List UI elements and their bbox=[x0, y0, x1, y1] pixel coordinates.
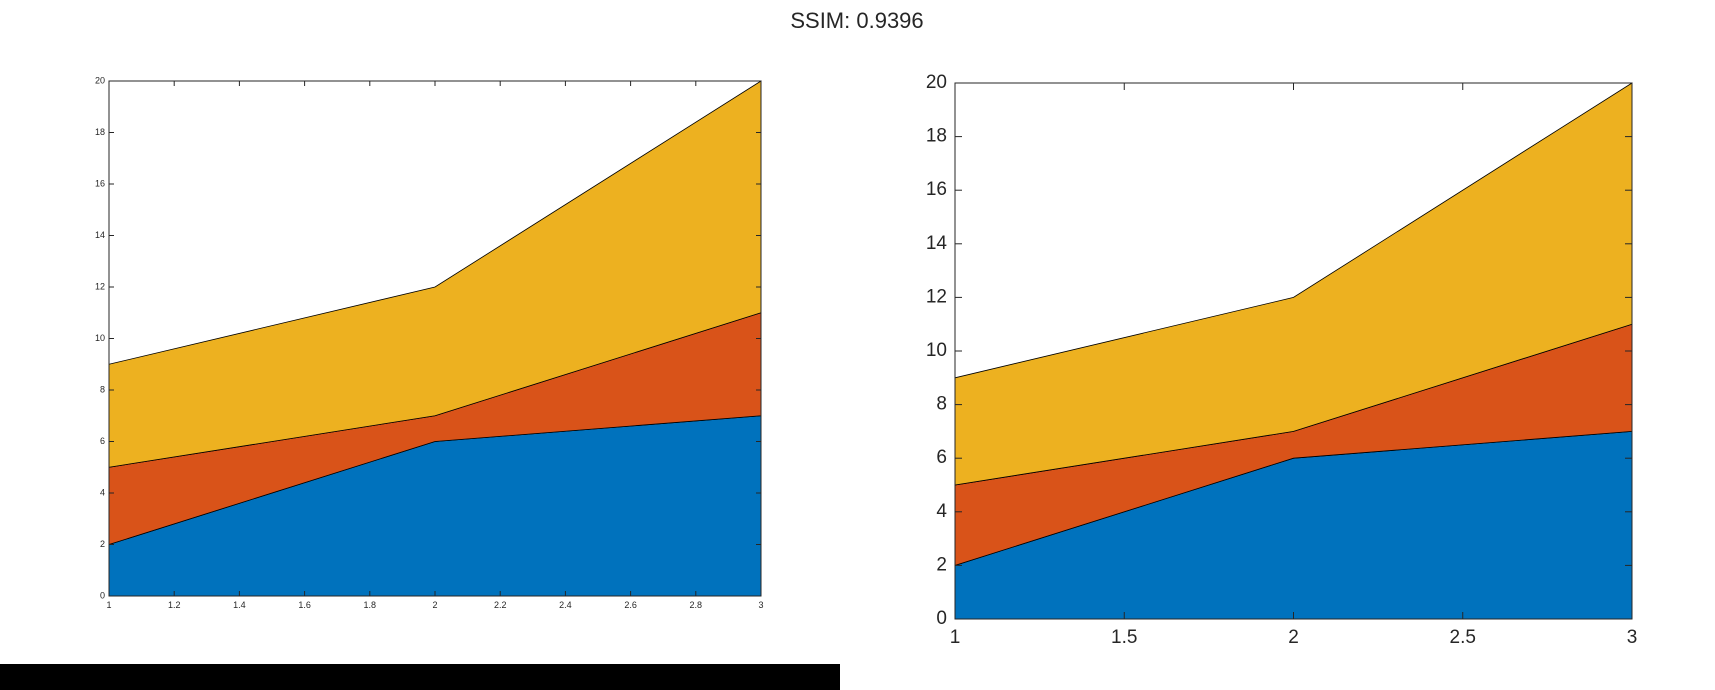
y-tick-label: 16 bbox=[95, 178, 105, 188]
black-bar bbox=[0, 664, 840, 690]
x-tick-label: 1 bbox=[106, 600, 111, 610]
y-tick-label: 20 bbox=[95, 75, 105, 85]
x-tick-label: 2.8 bbox=[690, 600, 703, 610]
y-tick-label: 14 bbox=[95, 230, 105, 240]
x-tick-label: 2.2 bbox=[494, 600, 507, 610]
x-tick-label: 3 bbox=[758, 600, 763, 610]
y-tick-label: 2 bbox=[100, 539, 105, 549]
y-tick-label: 12 bbox=[95, 281, 105, 291]
x-tick-label: 1.6 bbox=[298, 600, 311, 610]
y-tick-label: 2 bbox=[936, 554, 947, 575]
y-tick-label: 6 bbox=[936, 447, 947, 468]
y-tick-label: 8 bbox=[100, 384, 105, 394]
right-area-chart: 1 1.5 2 2.5 3 0 2 4 6 8 10 12 14 16 18 20 bbox=[926, 72, 1637, 648]
left-area-chart: 1 1.2 1.4 1.6 1.8 2 2.2 2.4 2.6 2.8 3 0 2 4 6 8 10 12 14 16… bbox=[95, 75, 764, 610]
x-tick-label: 2.6 bbox=[624, 600, 637, 610]
y-tick-label: 12 bbox=[926, 286, 947, 307]
x-tick-label: 1 bbox=[950, 627, 961, 648]
x-tick-label: 1.8 bbox=[364, 600, 377, 610]
y-tick-label: 14 bbox=[926, 233, 948, 254]
x-tick-label: 2 bbox=[1288, 627, 1299, 648]
y-tick-label: 0 bbox=[100, 590, 105, 600]
y-tick-label: 20 bbox=[926, 72, 947, 93]
y-tick-label: 0 bbox=[936, 608, 947, 629]
y-tick-label: 6 bbox=[100, 436, 105, 446]
y-tick-label: 16 bbox=[926, 179, 947, 200]
x-tick-label: 2.5 bbox=[1450, 627, 1476, 648]
figure-title: SSIM: 0.9396 bbox=[790, 8, 923, 33]
y-tick-label: 10 bbox=[95, 333, 105, 343]
x-tick-label: 2 bbox=[432, 600, 437, 610]
y-tick-label: 18 bbox=[926, 126, 947, 147]
x-tick-label: 2.4 bbox=[559, 600, 572, 610]
x-tick-label: 1.5 bbox=[1111, 627, 1137, 648]
y-tick-label: 4 bbox=[100, 487, 105, 497]
y-tick-label: 18 bbox=[95, 127, 105, 137]
y-tick-label: 8 bbox=[936, 394, 947, 415]
x-tick-label: 3 bbox=[1627, 627, 1638, 648]
y-tick-label: 4 bbox=[936, 501, 947, 522]
y-tick-label: 10 bbox=[926, 340, 947, 361]
x-tick-label: 1.2 bbox=[168, 600, 181, 610]
x-tick-label: 1.4 bbox=[233, 600, 246, 610]
